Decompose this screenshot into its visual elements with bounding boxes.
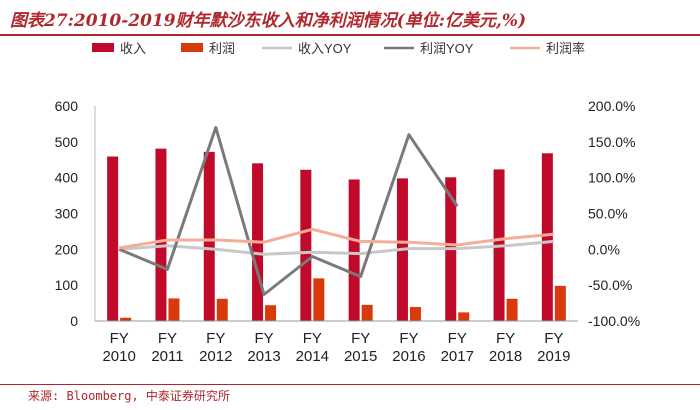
y2-tick-label: -100.0% bbox=[588, 313, 640, 329]
title-divider bbox=[0, 34, 700, 36]
legend-label-4: 利润率 bbox=[546, 41, 585, 56]
source-divider bbox=[0, 384, 700, 385]
legend-label-1: 利润 bbox=[209, 41, 235, 56]
y-tick-label: 0 bbox=[70, 313, 78, 329]
bar-profit-2 bbox=[216, 298, 228, 321]
y2-tick-label: 50.0% bbox=[588, 206, 628, 222]
x-tick-label: FY bbox=[544, 330, 563, 347]
y-tick-label: 600 bbox=[55, 98, 79, 114]
bar-profit-8 bbox=[506, 298, 518, 321]
x-tick-label: 2016 bbox=[392, 348, 425, 365]
bar-revenue-9 bbox=[541, 153, 553, 321]
y2-tick-label: 200.0% bbox=[588, 98, 635, 114]
x-tick-label: FY bbox=[206, 330, 225, 347]
x-tick-label: 2013 bbox=[247, 348, 280, 365]
y-tick-label: 400 bbox=[55, 170, 79, 186]
x-tick-label: 2017 bbox=[441, 348, 474, 365]
chart-lines bbox=[118, 126, 554, 296]
x-tick-label: 2010 bbox=[102, 348, 135, 365]
x-tick-label: FY bbox=[496, 330, 515, 347]
y2-tick-label: 0.0% bbox=[588, 241, 620, 257]
x-tick-label: FY bbox=[110, 330, 129, 347]
bar-revenue-5 bbox=[348, 179, 360, 321]
bar-revenue-1 bbox=[155, 148, 167, 321]
bar-profit-6 bbox=[409, 307, 421, 321]
x-tick-label: 2018 bbox=[489, 348, 522, 365]
chart-title: 图表27:2010-2019财年默沙东收入和净利润情况(单位:亿美元,%) bbox=[10, 11, 527, 31]
y-tick-label: 100 bbox=[55, 277, 79, 293]
x-tick-label: 2014 bbox=[296, 348, 329, 365]
y2-tick-label: 100.0% bbox=[588, 170, 635, 186]
bar-profit-9 bbox=[554, 285, 566, 321]
x-tick-label: FY bbox=[158, 330, 177, 347]
x-tick-label: 2019 bbox=[537, 348, 570, 365]
x-tick-label: FY bbox=[351, 330, 370, 347]
bar-profit-0 bbox=[120, 317, 132, 321]
x-tick-label: FY bbox=[303, 330, 322, 347]
y2-tick-label: 150.0% bbox=[588, 134, 635, 150]
x-tick-label: FY bbox=[399, 330, 418, 347]
bar-profit-4 bbox=[313, 278, 325, 321]
bar-revenue-0 bbox=[107, 156, 119, 321]
legend-swatch-0 bbox=[92, 43, 114, 52]
x-tick-label: 2015 bbox=[344, 348, 377, 365]
y2-tick-label: -50.0% bbox=[588, 277, 632, 293]
y-tick-label: 300 bbox=[55, 206, 79, 222]
line-profit_margin bbox=[118, 227, 554, 250]
legend-label-2: 收入YOY bbox=[298, 41, 352, 56]
legend-label-0: 收入 bbox=[120, 41, 146, 56]
revenue-profit-chart: 收入 利润 收入YOY 利润YOY 利润率 0 100 200 300 400 500 600 -10… bbox=[55, 41, 641, 365]
source-note: 来源: Bloomberg, 中泰证券研究所 bbox=[28, 389, 230, 403]
bar-profit-5 bbox=[361, 304, 373, 321]
bar-profit-3 bbox=[265, 305, 277, 321]
bar-revenue-4 bbox=[300, 169, 312, 321]
x-tick-label: 2012 bbox=[199, 348, 232, 365]
bar-profit-1 bbox=[168, 298, 180, 321]
line-profit_yoy bbox=[118, 126, 459, 296]
x-tick-label: FY bbox=[448, 330, 467, 347]
bar-profit-7 bbox=[458, 312, 470, 321]
x-tick-label: 2011 bbox=[151, 348, 183, 365]
legend-swatch-1 bbox=[181, 43, 203, 52]
chart-axes: 0 100 200 300 400 500 600 -100.0% -50.0% 0.0% 50.0… bbox=[55, 98, 641, 365]
bar-revenue-2 bbox=[203, 151, 215, 321]
line-revenue_yoy bbox=[119, 239, 554, 256]
y-tick-label: 200 bbox=[55, 241, 79, 257]
y-tick-label: 500 bbox=[55, 134, 79, 150]
x-tick-label: FY bbox=[254, 330, 273, 347]
legend-label-3: 利润YOY bbox=[420, 41, 474, 56]
chart-legend: 收入 利润 收入YOY 利润YOY 利润率 bbox=[92, 41, 585, 56]
